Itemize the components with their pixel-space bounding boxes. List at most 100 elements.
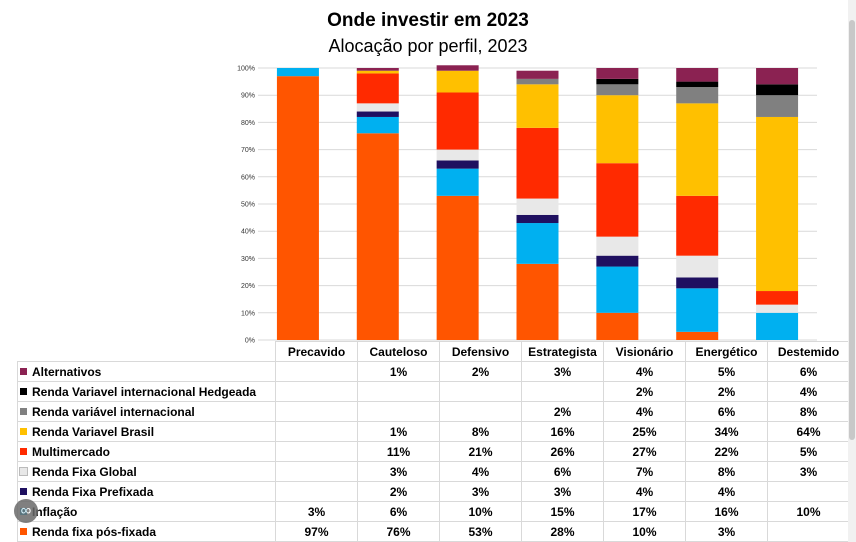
bar-segment (516, 198, 559, 215)
data-label: 3% (357, 461, 440, 482)
data-label (275, 441, 358, 462)
bar-segment (596, 78, 639, 85)
data-label: 2% (439, 361, 522, 382)
data-label: 4% (603, 401, 686, 422)
data-label: 53% (439, 521, 522, 542)
category-header: Destemido (767, 341, 850, 362)
bar-segment (516, 263, 559, 340)
y-tick-label: 100% (237, 66, 255, 73)
legend-swatch (20, 488, 27, 495)
legend-swatch (20, 528, 27, 535)
data-label: 2% (357, 481, 440, 502)
data-label: 3% (439, 481, 522, 502)
series-name: Renda Variavel Brasil (32, 424, 155, 439)
vertical-scrollbar[interactable] (848, 0, 856, 542)
data-label: 1% (357, 421, 440, 442)
bar-segment (516, 223, 559, 264)
data-label: 4% (439, 461, 522, 482)
data-label: 64% (767, 421, 850, 442)
category-header: Precavido (275, 341, 358, 362)
legend-swatch (20, 408, 27, 415)
bar-segment (676, 331, 719, 340)
table-row: Renda fixa pós-fixada 97% 76% 53% 28% 10% 3% (17, 521, 850, 542)
bar-segment (756, 304, 799, 313)
data-label (275, 401, 358, 422)
bar-segment (596, 312, 639, 340)
bar-segment (676, 255, 719, 278)
data-table-header: Precavido Cauteloso Defensivo Estrategista V… (17, 341, 850, 362)
y-tick-label: 80% (241, 120, 255, 127)
series-name: Renda variável internacional (32, 404, 195, 419)
y-tick-label: 70% (241, 147, 255, 154)
bar-segment (516, 127, 559, 199)
series-label: Alternativos (17, 361, 276, 382)
data-label: 8% (767, 401, 850, 422)
bar-segment (756, 291, 799, 305)
bar-segment (596, 84, 639, 96)
chart-title: Onde investir em 2023 (327, 10, 529, 31)
data-label: 3% (767, 461, 850, 482)
data-label (439, 401, 522, 422)
data-label: 34% (685, 421, 768, 442)
data-label (275, 361, 358, 382)
data-label: 16% (685, 501, 768, 522)
data-table: Precavido Cauteloso Defensivo Estrategista V… (17, 341, 850, 542)
bar-segment (676, 195, 719, 256)
bar-segment (436, 149, 479, 161)
data-label (767, 481, 850, 502)
series-name: Multimercado (32, 444, 111, 459)
legend-swatch (20, 388, 27, 395)
table-row: Renda Variavel Brasil 1% 8% 16% 25% 34% 64% (17, 421, 850, 442)
data-label: 16% (521, 421, 604, 442)
bar-segment (436, 92, 479, 150)
category-header: Energético (685, 341, 768, 362)
series-name: Alternativos (32, 364, 102, 379)
series-label: Renda fixa pós-fixada (17, 521, 276, 542)
legend-swatch (20, 428, 27, 435)
data-label (439, 381, 522, 402)
bar-segment (436, 65, 479, 71)
table-row: Alternativos 1% 2% 3% 4% 5% 6% (17, 361, 850, 382)
bar-segment (356, 103, 399, 112)
bar-segment (516, 214, 559, 224)
bar-segment (356, 68, 399, 71)
bar-segment (516, 84, 559, 128)
data-label: 22% (685, 441, 768, 462)
data-label: 25% (603, 421, 686, 442)
data-label (275, 381, 358, 402)
y-tick-label: 50% (241, 202, 255, 209)
data-label: 10% (439, 501, 522, 522)
data-label (357, 381, 440, 402)
y-tick-label: 60% (241, 174, 255, 181)
table-row: Multimercado 11% 21% 26% 27% 22% 5% (17, 441, 850, 462)
scrollbar-thumb[interactable] (849, 20, 855, 440)
bar-segment (596, 95, 639, 164)
data-label: 6% (357, 501, 440, 522)
data-label: 76% (357, 521, 440, 542)
data-label: 5% (685, 361, 768, 382)
y-tick-label: 10% (241, 310, 255, 317)
data-label: 28% (521, 521, 604, 542)
data-label: 2% (521, 401, 604, 422)
data-label: 5% (767, 441, 850, 462)
series-name: Renda Variavel internacional Hedgeada (32, 384, 257, 399)
legend-swatch (19, 467, 28, 476)
bar-segment (676, 288, 719, 332)
bar-segment (596, 68, 639, 79)
bar-segment (596, 236, 639, 256)
data-label (275, 461, 358, 482)
table-row: Renda Fixa Global 3% 4% 6% 7% 8% 3% (17, 461, 850, 482)
series-label: Renda Fixa Global (17, 461, 276, 482)
bar-segment (436, 160, 479, 169)
bar-segment (516, 78, 559, 85)
data-label: 6% (521, 461, 604, 482)
bar-segment (596, 255, 639, 267)
data-label (357, 401, 440, 422)
data-label: 17% (603, 501, 686, 522)
bar-segment (676, 277, 719, 289)
data-label (767, 521, 850, 542)
data-label: 97% (275, 521, 358, 542)
overlay-link-icon[interactable]: ∞ (14, 499, 38, 523)
bar-segment (436, 195, 479, 340)
data-label: 4% (685, 481, 768, 502)
